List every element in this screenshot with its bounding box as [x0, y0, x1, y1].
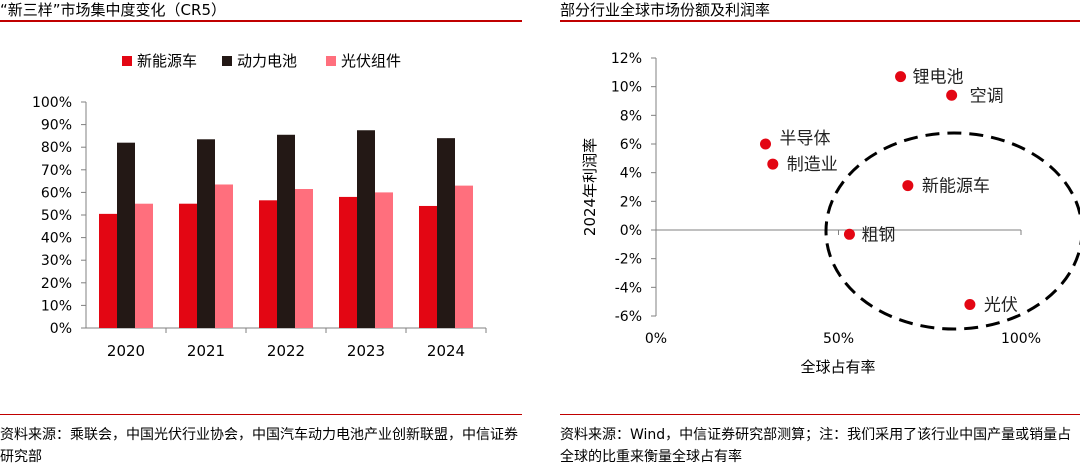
- bar-2022-3: [295, 189, 313, 328]
- x-tick-label-2020: 2020: [107, 342, 145, 360]
- y-axis-title: 2024年利润率: [581, 138, 599, 236]
- y-tick-label: 4%: [620, 166, 642, 182]
- y-tick-label: 12%: [611, 51, 642, 67]
- y-tick-label: 6%: [620, 137, 642, 153]
- x-tick-label: 50%: [823, 331, 854, 347]
- y-tick-label: 90%: [41, 118, 72, 134]
- bar-2022-1: [259, 200, 277, 328]
- bar-2023-2: [357, 130, 375, 328]
- legend-swatch-3: [326, 56, 336, 66]
- point-制造业: [767, 158, 779, 170]
- y-tick-label: -6%: [615, 309, 642, 325]
- x-tick-label: 100%: [1001, 331, 1041, 347]
- left-source-rule: [0, 414, 522, 415]
- point-光伏: [964, 299, 976, 311]
- left-panel-title: “新三样”市场集中度变化（CR5）: [0, 1, 226, 19]
- point-空调: [946, 89, 958, 101]
- y-tick-label: 80%: [41, 140, 72, 156]
- right-source-note: 资料来源：Wind，中信证券研究部测算；注：我们采用了该行业中国产量或销量占全球…: [560, 427, 1072, 465]
- bar-2021-2: [197, 139, 215, 328]
- right-title-rule: [560, 20, 1080, 22]
- y-tick-label: 0%: [50, 321, 72, 337]
- point-label-新能源车: 新能源车: [922, 177, 990, 197]
- bar-2024-1: [419, 205, 437, 328]
- y-tick-label: 40%: [41, 231, 72, 247]
- legend-swatch-2: [222, 56, 232, 66]
- bar-2022-2: [277, 134, 295, 328]
- point-label-空调: 空调: [970, 86, 1004, 106]
- point-label-粗钢: 粗钢: [861, 225, 895, 245]
- point-label-制造业: 制造业: [787, 155, 838, 175]
- point-半导体: [760, 138, 771, 150]
- x-tick-label-2021: 2021: [187, 342, 225, 360]
- y-tick-label: 8%: [620, 108, 642, 124]
- right-source-rule: [560, 414, 1080, 415]
- right-panel: 部分行业全球市场份额及利润率 12% 10% 8% 6% 4% 2% 0% -2% -4% -6%…: [560, 0, 1080, 474]
- bar-2023-3: [375, 192, 393, 328]
- x-tick-label-2024: 2024: [427, 342, 465, 360]
- x-tick-label-2023: 2023: [347, 342, 385, 360]
- y-tick-label: 10%: [41, 298, 72, 314]
- bar-2020-3: [135, 203, 153, 328]
- legend-label-2: 动力电池: [237, 52, 297, 70]
- x-axis-title: 全球占有率: [800, 358, 875, 376]
- y-tick-label: 50%: [41, 208, 72, 224]
- y-tick-label: 0%: [620, 223, 642, 239]
- bar-2024-2: [437, 138, 455, 328]
- legend-label-1: 新能源车: [137, 52, 197, 70]
- y-tick-label: 2%: [620, 194, 642, 210]
- bar-2020-1: [99, 213, 117, 328]
- highlight-ellipse: [824, 131, 1080, 331]
- scatter-chart: 12%10%8%6%4%2%0%-2%-4%-6%0% 50% 100%全球占有率2…: [581, 51, 1080, 376]
- bar-2024-3: [455, 185, 473, 328]
- y-tick-label: -2%: [615, 252, 642, 268]
- bar-2020-2: [117, 142, 135, 328]
- legend-swatch-1: [122, 56, 132, 66]
- bar-2021-3: [215, 184, 233, 328]
- left-panel: “新三样”市场集中度变化（CR5） 新能源车 动力电池 光伏组件 0% 10% 20% 30…: [0, 0, 522, 474]
- point-锂电池: [895, 71, 907, 83]
- y-tick-label: 30%: [41, 253, 72, 269]
- y-tick-label: 100%: [32, 95, 72, 111]
- point-label-半导体: 半导体: [780, 129, 831, 149]
- point-label-光伏: 光伏: [984, 296, 1018, 316]
- legend-label-3: 光伏组件: [341, 52, 401, 70]
- x-tick-label: 0%: [645, 331, 667, 347]
- bar-chart: 新能源车 动力电池 光伏组件 0% 10% 20% 30% 40% 50% 60% 70% 80% 90…: [32, 52, 487, 360]
- point-粗钢: [843, 228, 855, 240]
- left-title-rule: [0, 20, 522, 22]
- point-新能源车: [902, 180, 914, 192]
- bar-2021-1: [179, 203, 197, 328]
- point-label-锂电池: 锂电池: [913, 68, 964, 88]
- y-tick-label: 10%: [611, 80, 642, 96]
- y-tick-label: 70%: [41, 163, 72, 179]
- y-tick-label: -4%: [615, 280, 642, 296]
- y-tick-label: 60%: [41, 185, 72, 201]
- left-source-note: 资料来源：乘联会，中国光伏行业协会，中国汽车动力电池产业创新联盟，中信证券研究部: [0, 427, 518, 465]
- right-panel-title: 部分行业全球市场份额及利润率: [560, 1, 771, 19]
- y-tick-label: 20%: [41, 276, 72, 292]
- x-tick-label-2022: 2022: [267, 342, 305, 360]
- bar-2023-1: [339, 196, 357, 328]
